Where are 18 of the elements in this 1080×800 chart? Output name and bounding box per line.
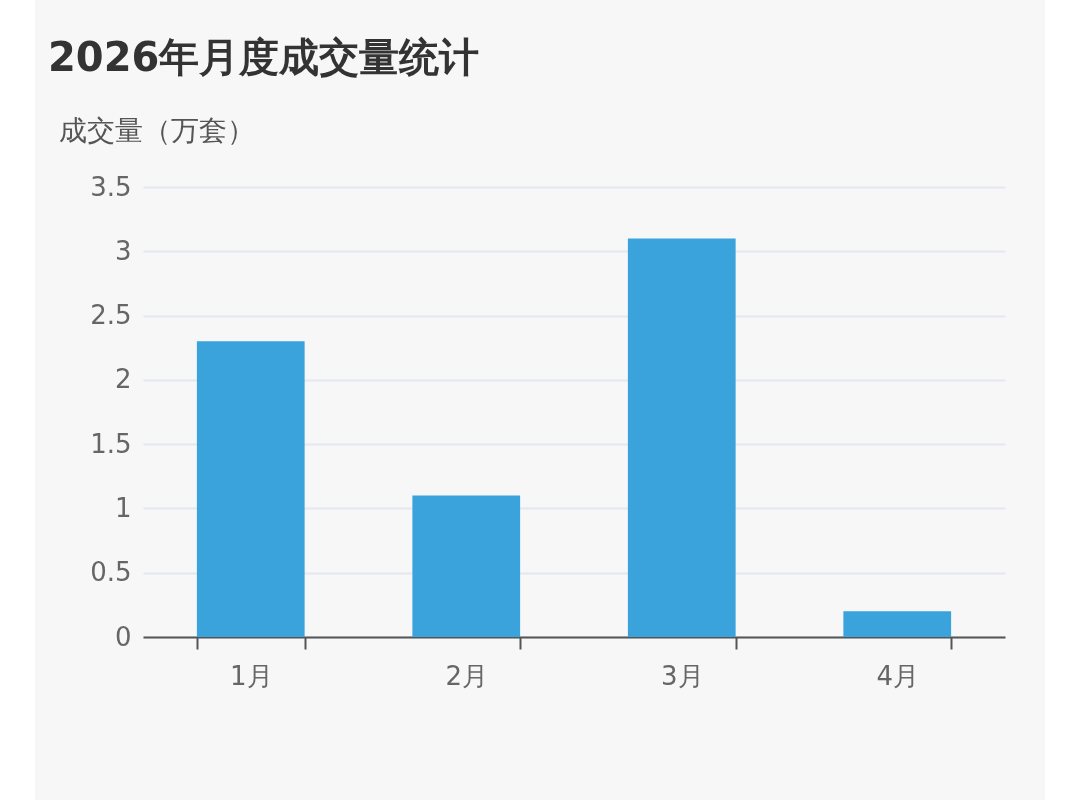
bar — [412, 495, 521, 637]
y-tick-label: 1 — [114, 492, 132, 523]
x-tick-label: 1月 — [229, 660, 273, 691]
y-tick-label: 1.5 — [90, 428, 132, 459]
y-tick-label: 3 — [114, 235, 132, 266]
y-tick-label: 2.5 — [90, 300, 132, 331]
bar — [627, 238, 736, 637]
bar — [196, 341, 305, 637]
x-tick-label: 4月 — [876, 660, 920, 691]
x-tick-label: 2月 — [445, 660, 489, 691]
y-tick-label: 2 — [114, 364, 132, 395]
y-tick-label: 3.5 — [90, 171, 132, 202]
y-tick-label: 0 — [114, 621, 132, 652]
y-tick-label: 0.5 — [90, 557, 132, 588]
y-axis-title: 成交量（万套） — [58, 113, 255, 147]
x-tick-label: 3月 — [660, 660, 704, 691]
chart-title: 2026年月度成交量统计 — [48, 34, 480, 80]
bar — [843, 611, 952, 637]
